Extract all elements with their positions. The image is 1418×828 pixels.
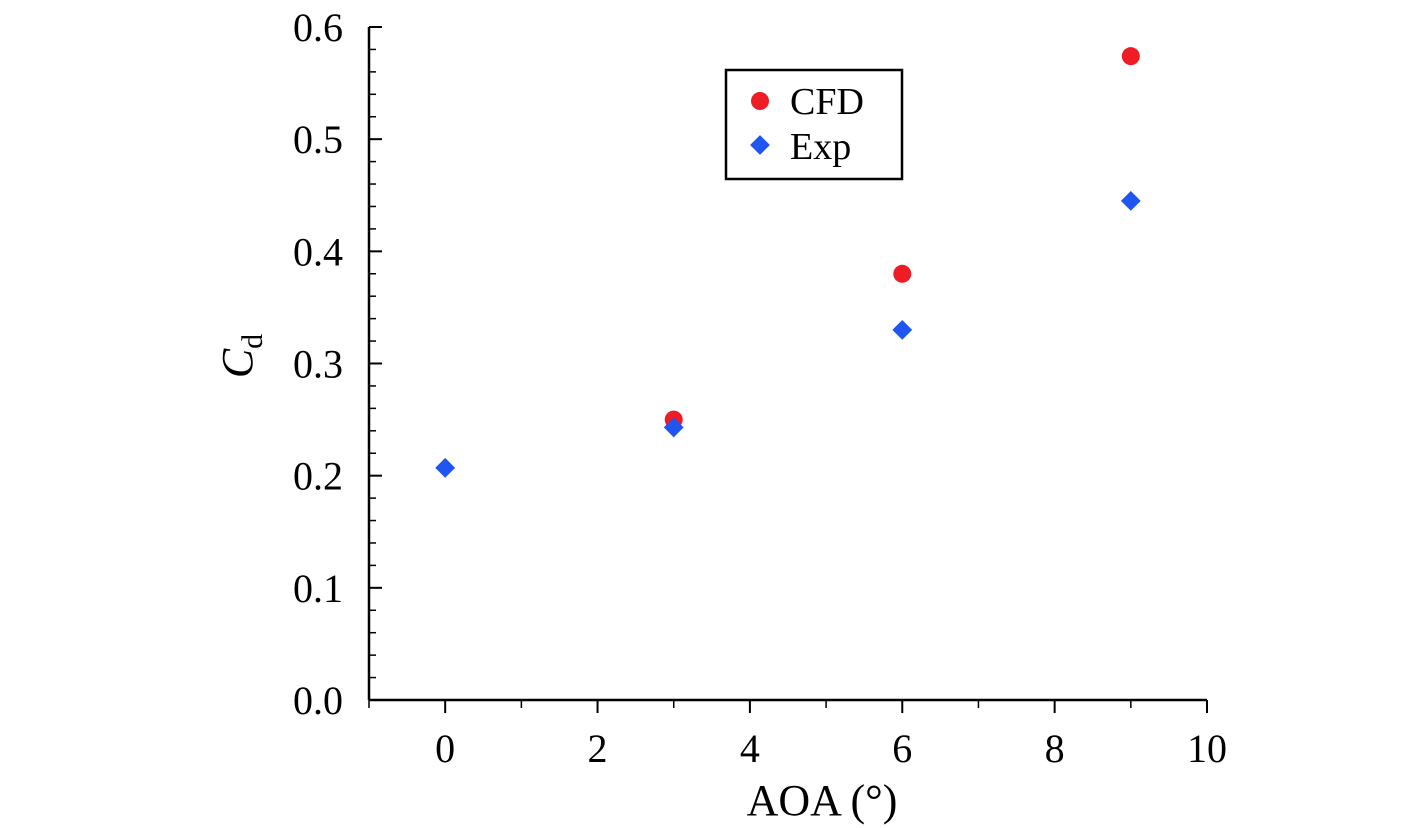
- y-axis-title-subscript: d: [236, 334, 269, 349]
- x-tick-label: 8: [1045, 726, 1065, 771]
- x-tick-label: 4: [740, 726, 760, 771]
- data-point-exp: [1120, 190, 1141, 211]
- x-tick-label: 10: [1187, 726, 1227, 771]
- legend: CFD Exp: [724, 68, 904, 181]
- data-points: [435, 47, 1141, 478]
- x-tick-label: 6: [892, 726, 912, 771]
- data-point-cfd: [1121, 47, 1140, 66]
- y-tick-label: 0.5: [293, 117, 343, 162]
- y-tick-label: 0.3: [293, 342, 343, 387]
- svg-text:Cd: Cd: [213, 334, 269, 378]
- y-tick-label: 0.0: [293, 678, 343, 723]
- y-tick-label: 0.2: [293, 454, 343, 499]
- legend-label-cfd: CFD: [790, 81, 864, 123]
- data-point-exp: [435, 457, 456, 478]
- y-axis-title-main: C: [213, 348, 262, 378]
- tick-labels: 0.0 0.1 0.2 0.3 0.4 0.5 0.6 0 2 4 6 8 10: [293, 5, 1227, 771]
- y-tick-label: 0.1: [293, 566, 343, 611]
- ticks: [368, 26, 1208, 713]
- x-tick-label: 0: [435, 726, 455, 771]
- legend-label-exp: Exp: [790, 126, 851, 168]
- data-point-exp: [663, 417, 684, 438]
- x-axis-title: AOA (°): [747, 776, 898, 825]
- legend-box: [724, 68, 904, 181]
- data-point-exp: [892, 319, 913, 340]
- x-tick-label: 2: [588, 726, 608, 771]
- y-tick-label: 0.6: [293, 5, 343, 50]
- y-axis-title: Cd: [213, 334, 269, 378]
- data-point-cfd: [893, 264, 912, 283]
- y-tick-label: 0.4: [293, 229, 343, 274]
- legend-marker-cfd: [751, 92, 769, 110]
